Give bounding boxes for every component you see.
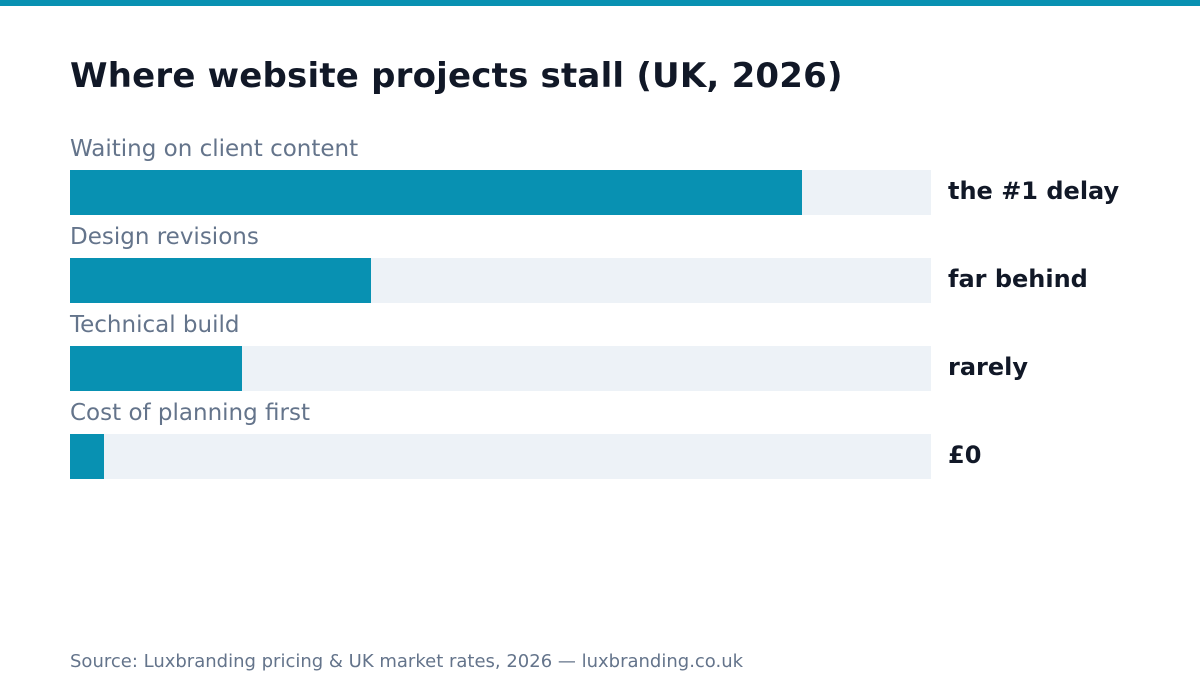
bar-track — [70, 434, 931, 479]
bar-fill — [70, 170, 802, 215]
category-label: Cost of planning first — [70, 400, 310, 426]
value-label: the #1 delay — [948, 177, 1120, 205]
bar-track — [70, 170, 931, 215]
chart-title: Where website projects stall (UK, 2026) — [70, 56, 843, 96]
bar-fill — [70, 346, 242, 391]
category-label: Technical build — [70, 312, 240, 338]
source-note: Source: Luxbranding pricing & UK market … — [70, 651, 744, 672]
category-label: Waiting on client content — [70, 136, 359, 162]
bar-fill — [70, 258, 371, 303]
value-label: £0 — [948, 441, 982, 469]
bar-row: Waiting on client content the #1 delay — [70, 132, 1170, 220]
top-accent-bar — [0, 0, 1200, 6]
bar-fill — [70, 434, 104, 479]
bar-row: Design revisions far behind — [70, 220, 1170, 308]
bar-track — [70, 346, 931, 391]
bar-row: Cost of planning first £0 — [70, 396, 1170, 484]
category-label: Design revisions — [70, 224, 259, 250]
value-label: far behind — [948, 265, 1088, 293]
bar-row: Technical build rarely — [70, 308, 1170, 396]
value-label: rarely — [948, 353, 1029, 381]
bar-track — [70, 258, 931, 303]
